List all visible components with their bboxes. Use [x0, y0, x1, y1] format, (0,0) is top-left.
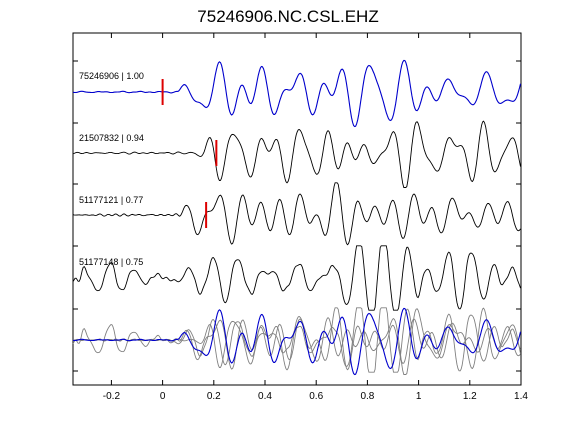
x-tick-label: 0.8 — [360, 391, 374, 402]
trace-label-4: 51177148 | 0.75 — [79, 257, 143, 267]
trace-labels-layer: 75246906 | 1.00 21507832 | 0.94 51177121 |… — [79, 71, 144, 267]
trace-waveform-3 — [72, 182, 521, 246]
x-tick-label: 0.4 — [258, 391, 272, 402]
x-tick-label: 1 — [416, 391, 422, 402]
x-axis: -0.2 0 0.2 0.4 0.6 0.8 1 1.2 1.4 — [103, 33, 528, 402]
y-axis-ticks — [73, 60, 521, 372]
x-tick-label: 1.4 — [514, 391, 528, 402]
x-tick-label: 0.2 — [207, 391, 221, 402]
x-tick-label: 0 — [160, 391, 166, 402]
x-tick-label: -0.2 — [103, 391, 121, 402]
trace-label-3: 51177121 | 0.77 — [79, 195, 143, 205]
trace-waveform-4 — [72, 245, 521, 311]
trace-label-2: 21507832 | 0.94 — [79, 133, 144, 143]
overlay-trace-2 — [72, 307, 521, 375]
chart-title: 75246906.NC.CSL.EHZ — [197, 7, 378, 26]
trace-waveform-1 — [72, 59, 522, 128]
trace-label-1: 75246906 | 1.00 — [79, 71, 144, 81]
overlay-trace-4 — [72, 307, 521, 373]
traces-layer — [72, 59, 522, 376]
overlay-reference-trace — [72, 307, 522, 376]
plot-frame — [72, 32, 522, 386]
trace-waveform-2 — [72, 120, 521, 188]
picks-layer — [161, 79, 218, 228]
x-tick-label: 0.6 — [309, 391, 323, 402]
x-tick-label: 1.2 — [463, 391, 477, 402]
